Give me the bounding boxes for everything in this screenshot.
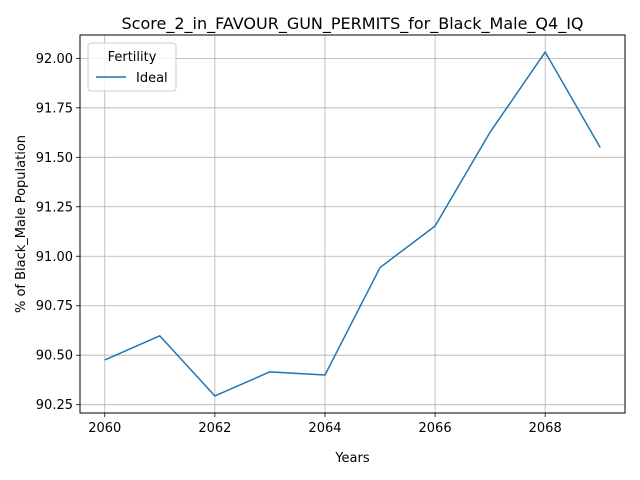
x-tick-label: 2064 bbox=[308, 421, 341, 436]
x-tick-label: 2062 bbox=[198, 421, 231, 436]
series-layer bbox=[104, 51, 601, 397]
x-tick-label: 2066 bbox=[419, 421, 452, 436]
y-tick-label: 90.25 bbox=[36, 398, 73, 413]
legend: Fertility Ideal bbox=[87, 42, 177, 92]
series-line-ideal bbox=[104, 51, 601, 397]
y-tick-label: 90.50 bbox=[36, 349, 73, 364]
y-tick-label: 92.00 bbox=[36, 52, 73, 67]
chart-title: Score_2_in_FAVOUR_GUN_PERMITS_for_Black_… bbox=[122, 14, 584, 34]
y-tick-label: 91.25 bbox=[36, 200, 73, 215]
legend-title: Fertility bbox=[108, 50, 157, 65]
x-tick-label: 2060 bbox=[88, 421, 121, 436]
x-axis: 2060 2062 2064 2066 2068 bbox=[88, 413, 562, 436]
legend-entry-ideal: Ideal bbox=[136, 71, 168, 86]
y-tick-label: 91.00 bbox=[36, 250, 73, 265]
y-tick-label: 90.75 bbox=[36, 299, 73, 314]
y-tick-label: 91.50 bbox=[36, 151, 73, 166]
x-axis-label: Years bbox=[334, 451, 370, 466]
grid bbox=[80, 35, 625, 413]
x-tick-label: 2068 bbox=[529, 421, 562, 436]
y-axis: 90.25 90.50 90.75 91.00 91.25 91.50 91.75 92.00 bbox=[36, 52, 80, 413]
y-axis-label: % of Black_Male Population bbox=[14, 135, 29, 313]
plot-area-frame bbox=[79, 34, 626, 414]
y-tick-label: 91.75 bbox=[36, 101, 73, 116]
legend-box bbox=[87, 42, 177, 92]
